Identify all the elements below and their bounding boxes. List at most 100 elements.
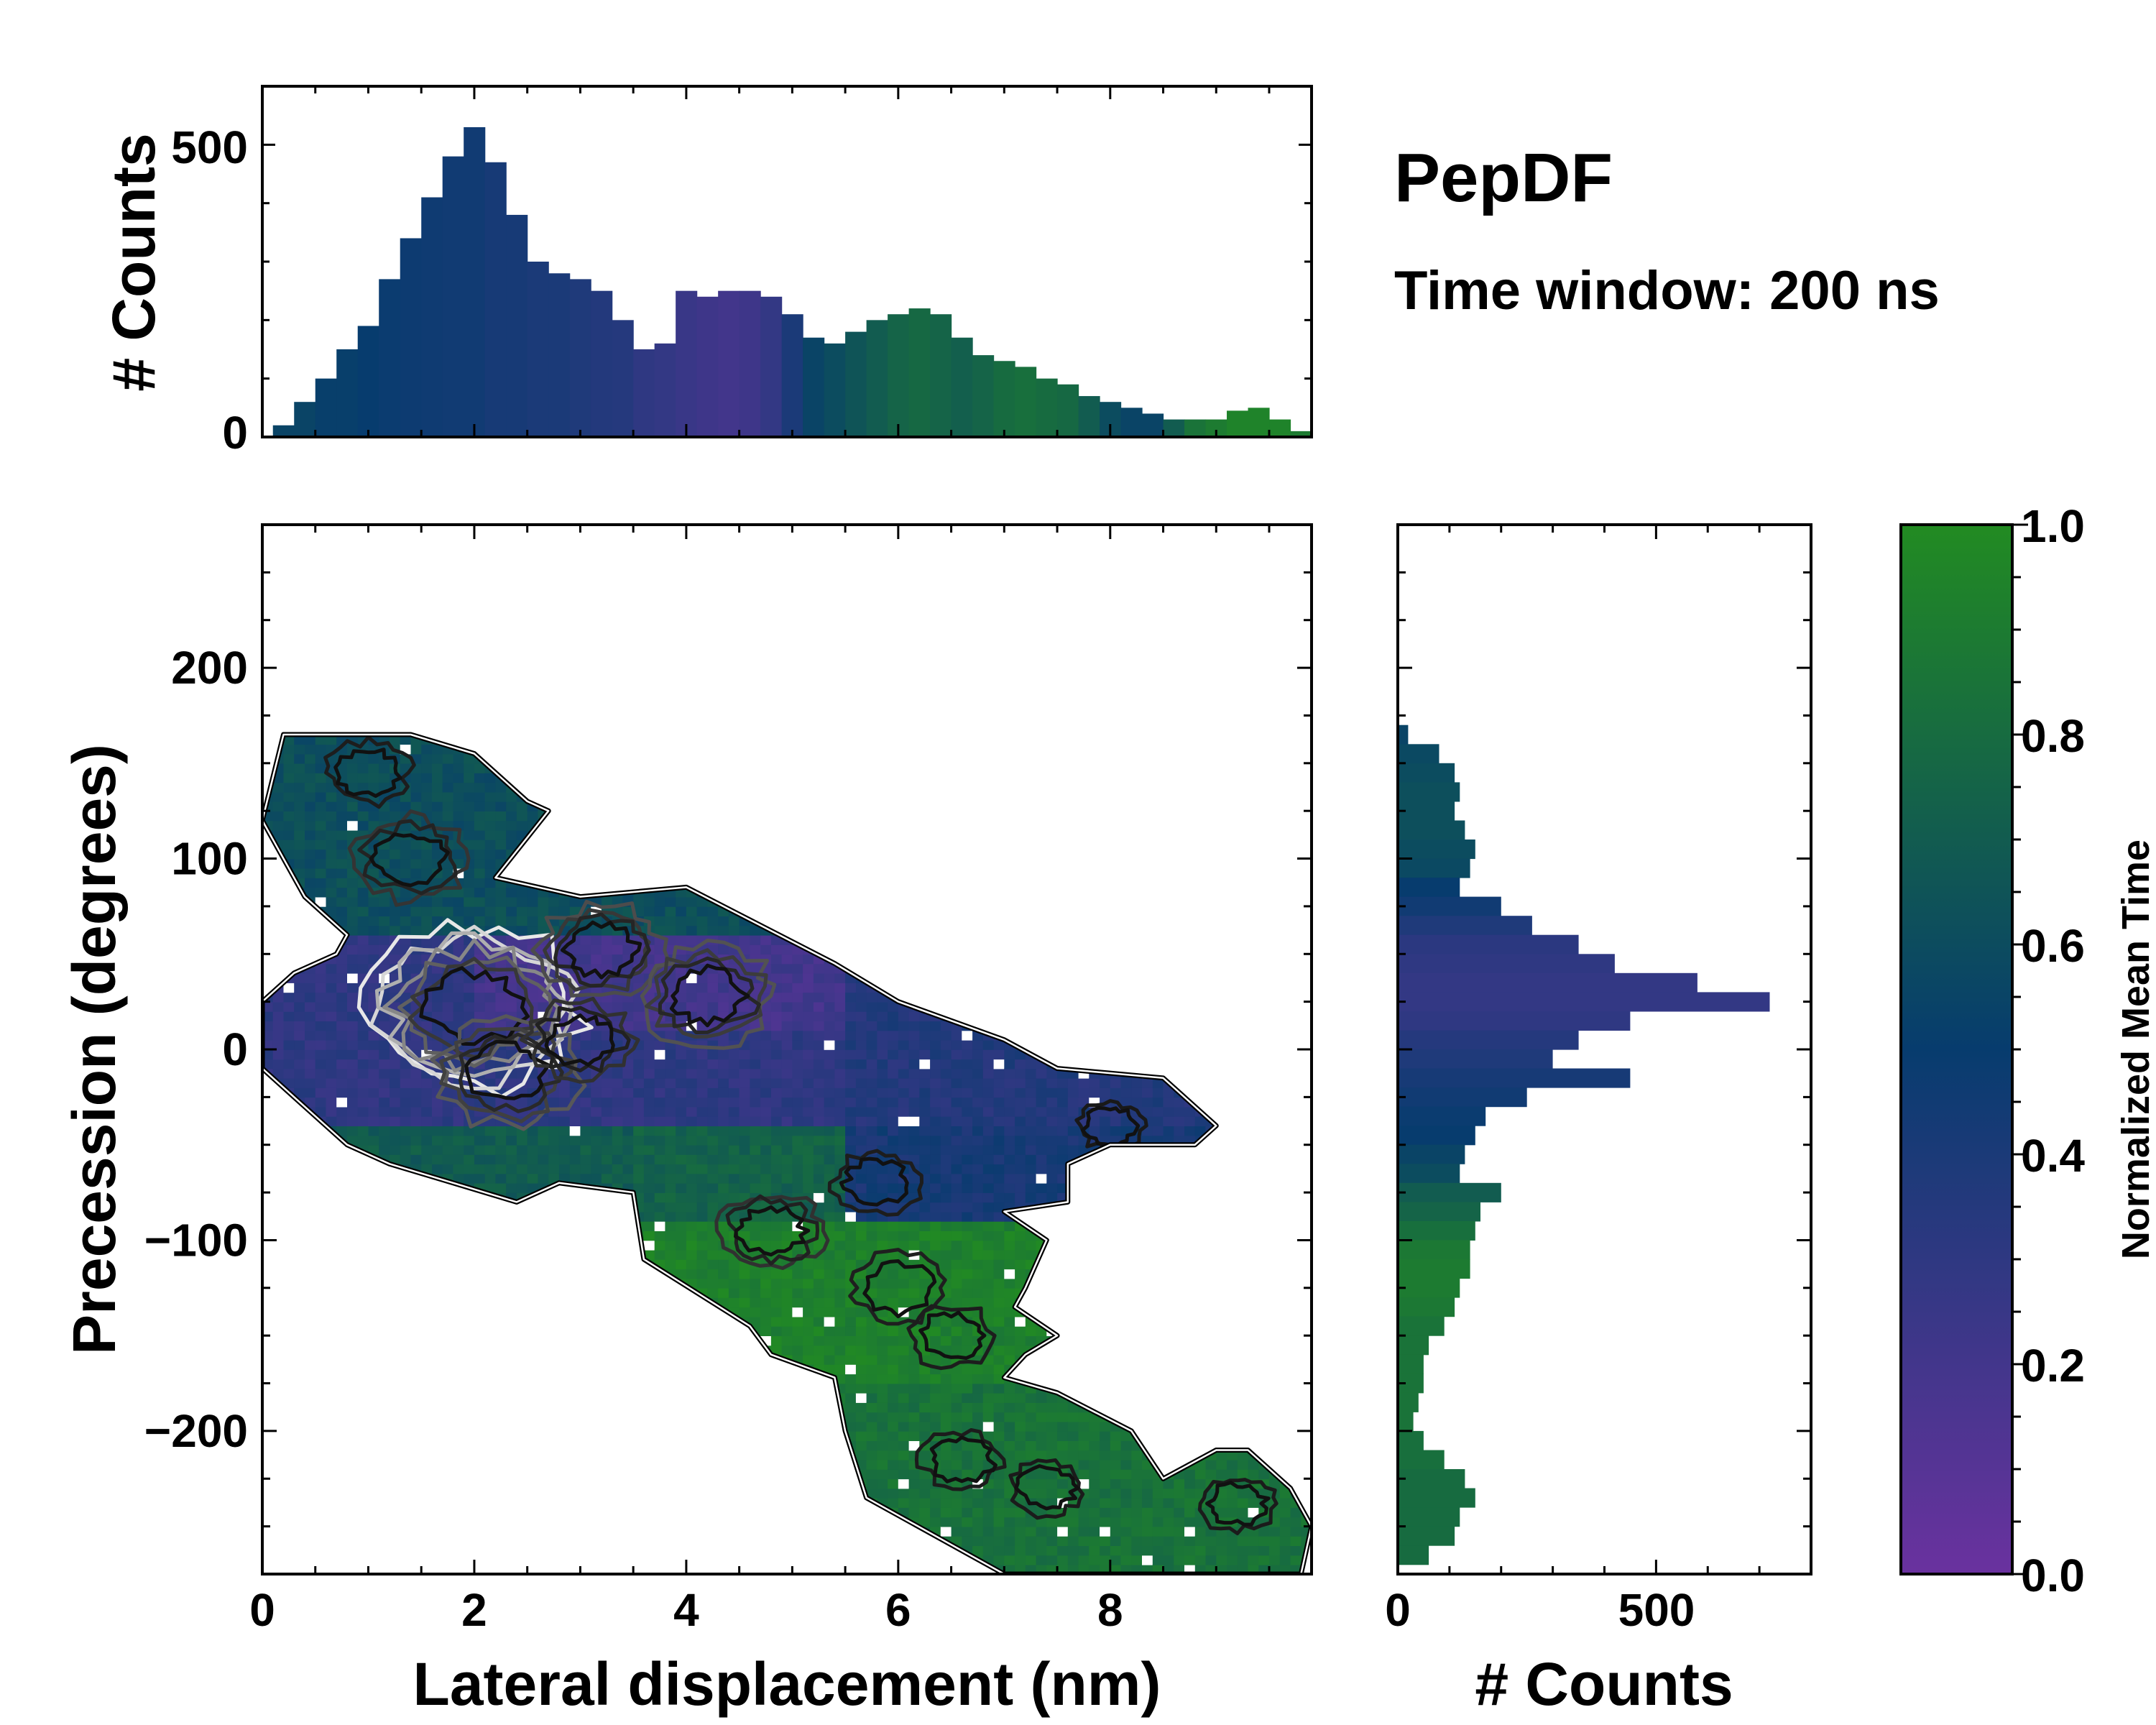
heatmap-cell	[400, 925, 412, 936]
top-histogram-bar	[951, 337, 973, 437]
heatmap-cell	[591, 1307, 602, 1317]
heatmap-cell	[697, 706, 709, 716]
heatmap-cell	[696, 1459, 709, 1470]
heatmap-cell	[484, 1412, 497, 1422]
heatmap-cell	[516, 1440, 528, 1451]
heatmap-cell	[474, 1325, 486, 1336]
heatmap-cell	[718, 782, 729, 793]
heatmap-cell	[474, 1307, 486, 1317]
heatmap-cell	[654, 1211, 666, 1222]
heatmap-cell	[506, 1182, 517, 1193]
heatmap-cell	[421, 763, 433, 773]
heatmap-cell	[558, 782, 571, 793]
heatmap-cell	[421, 1077, 433, 1088]
heatmap-cell	[601, 1545, 613, 1556]
heatmap-cell	[305, 1144, 316, 1155]
heatmap-cell	[336, 1383, 348, 1394]
heatmap-cell	[665, 1154, 676, 1165]
heatmap-cell	[368, 753, 379, 764]
heatmap-cell	[707, 1412, 719, 1422]
heatmap-cell	[686, 534, 698, 544]
heatmap-cell	[326, 1249, 337, 1260]
heatmap-cell	[580, 1545, 591, 1556]
heatmap-cell	[347, 1478, 359, 1489]
heatmap-cell	[538, 1459, 549, 1470]
heatmap-cell	[305, 887, 316, 898]
heatmap-cell	[495, 1144, 507, 1155]
heatmap-cell	[527, 1269, 539, 1279]
heatmap-cell	[284, 572, 295, 582]
heatmap-cell	[538, 534, 549, 544]
heatmap-cell	[686, 1202, 698, 1213]
heatmap-cell	[612, 1478, 624, 1489]
heatmap-cell	[527, 858, 539, 869]
heatmap-cell	[516, 1545, 528, 1556]
heatmap-cell	[558, 1211, 571, 1222]
heatmap-cell	[506, 1335, 517, 1346]
heatmap-cell	[464, 696, 475, 707]
heatmap-cell	[432, 1488, 443, 1499]
heatmap-cell	[390, 582, 401, 592]
heatmap-cell	[262, 1383, 274, 1394]
heatmap-cell	[591, 829, 602, 840]
heatmap-cell	[400, 1497, 412, 1508]
heatmap-cell	[612, 687, 624, 697]
heatmap-cell	[558, 801, 571, 811]
heatmap-cell	[643, 1059, 655, 1070]
heatmap-cell	[548, 1517, 560, 1527]
heatmap-cell	[601, 1535, 613, 1546]
heatmap-cell	[495, 811, 507, 822]
heatmap-cell	[347, 649, 359, 659]
heatmap-cell	[421, 1507, 433, 1518]
heatmap-cell	[506, 1240, 517, 1251]
heatmap-cell	[538, 735, 549, 745]
heatmap-cell	[718, 601, 729, 611]
heatmap-cell	[410, 916, 422, 926]
heatmap-cell	[357, 763, 369, 773]
heatmap-cell	[558, 1440, 571, 1451]
heatmap-cell	[379, 1364, 390, 1375]
heatmap-cell	[591, 630, 602, 640]
heatmap-cell	[326, 525, 338, 535]
heatmap-cell	[728, 1278, 740, 1289]
heatmap-cell	[558, 763, 571, 773]
heatmap-cell	[484, 868, 497, 878]
heatmap-cell	[707, 1192, 719, 1203]
heatmap-cell	[453, 1545, 464, 1556]
heatmap-cell	[612, 706, 624, 716]
heatmap-cell	[654, 1478, 666, 1489]
heatmap-cell	[686, 992, 698, 1003]
heatmap-cell	[676, 1077, 687, 1088]
heatmap-cell	[379, 1440, 390, 1451]
heatmap-cell	[558, 1517, 571, 1527]
heatmap-cell	[707, 1488, 719, 1499]
heatmap-cell	[357, 1087, 369, 1098]
heatmap-cell	[718, 1049, 729, 1060]
heatmap-cell	[474, 1469, 486, 1480]
heatmap-cell	[591, 773, 602, 783]
heatmap-cell	[305, 630, 316, 640]
heatmap-cell	[495, 1459, 507, 1470]
heatmap-cell	[644, 725, 655, 735]
heatmap-cell	[558, 1259, 571, 1270]
heatmap-cell	[718, 1402, 729, 1413]
heatmap-cell	[686, 620, 698, 630]
heatmap-cell	[538, 1545, 549, 1556]
heatmap-cell	[601, 840, 613, 850]
heatmap-cell	[696, 992, 709, 1003]
heatmap-cell	[622, 868, 634, 878]
heatmap-cell	[273, 620, 285, 630]
heatmap-cell	[432, 1202, 443, 1213]
heatmap-cell	[347, 972, 359, 983]
heatmap-cell	[686, 1068, 698, 1079]
heatmap-cell	[558, 1469, 571, 1480]
heatmap-cell	[569, 811, 581, 822]
heatmap-cell	[474, 906, 486, 916]
heatmap-cell	[655, 563, 666, 573]
heatmap-cell	[643, 1240, 655, 1251]
heatmap-cell	[390, 1488, 401, 1499]
heatmap-cell	[347, 916, 359, 926]
heatmap-cell	[400, 1230, 412, 1241]
heatmap-cell	[474, 858, 486, 869]
heatmap-cell	[506, 592, 517, 602]
